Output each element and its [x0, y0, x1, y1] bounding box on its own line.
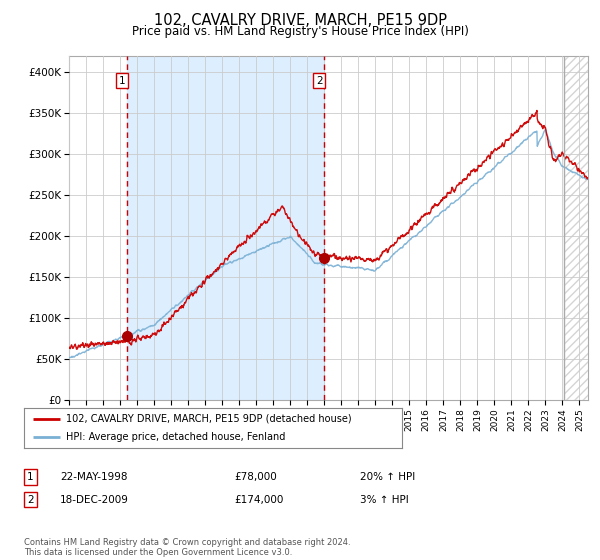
Text: Price paid vs. HM Land Registry's House Price Index (HPI): Price paid vs. HM Land Registry's House …	[131, 25, 469, 38]
Text: 1: 1	[27, 472, 34, 482]
Text: 18-DEC-2009: 18-DEC-2009	[60, 494, 129, 505]
Text: 20% ↑ HPI: 20% ↑ HPI	[360, 472, 415, 482]
Text: 102, CAVALRY DRIVE, MARCH, PE15 9DP: 102, CAVALRY DRIVE, MARCH, PE15 9DP	[154, 13, 446, 29]
Bar	[564, 56, 588, 400]
Bar	[127, 56, 323, 400]
Text: Contains HM Land Registry data © Crown copyright and database right 2024.
This d: Contains HM Land Registry data © Crown c…	[24, 538, 350, 557]
Text: 1: 1	[119, 76, 125, 86]
Text: 3% ↑ HPI: 3% ↑ HPI	[360, 494, 409, 505]
Text: 2: 2	[27, 494, 34, 505]
Text: 102, CAVALRY DRIVE, MARCH, PE15 9DP (detached house): 102, CAVALRY DRIVE, MARCH, PE15 9DP (det…	[65, 414, 351, 423]
Bar	[564, 56, 588, 400]
Text: 22-MAY-1998: 22-MAY-1998	[60, 472, 128, 482]
Text: HPI: Average price, detached house, Fenland: HPI: Average price, detached house, Fenl…	[65, 432, 285, 442]
Text: £78,000: £78,000	[234, 472, 277, 482]
Text: 2: 2	[316, 76, 323, 86]
Text: £174,000: £174,000	[234, 494, 283, 505]
